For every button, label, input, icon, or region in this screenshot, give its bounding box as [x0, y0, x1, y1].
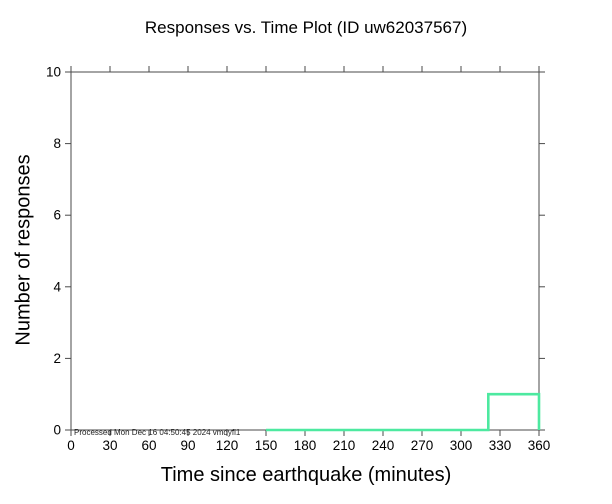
x-tick-label: 240 [372, 438, 395, 453]
x-tick-label: 150 [255, 438, 278, 453]
response-step-line [266, 392, 541, 432]
x-axis-label: Time since earthquake (minutes) [160, 464, 452, 486]
x-tick-label: 90 [180, 438, 195, 453]
chart-title: Responses vs. Time Plot (ID uw62037567) [144, 18, 468, 37]
x-tick-label: 120 [216, 438, 239, 453]
y-tick-label: 6 [53, 208, 61, 223]
y-tick-label: 0 [53, 423, 61, 438]
x-tick-label: 330 [489, 438, 512, 453]
x-tick-label: 300 [450, 438, 473, 453]
y-tick-label: 10 [46, 65, 61, 80]
x-tick-label: 60 [141, 438, 156, 453]
y-tick-label: 2 [53, 351, 61, 366]
x-tick-label: 0 [67, 438, 75, 453]
x-tick-label: 210 [333, 438, 356, 453]
x-tick-label: 270 [411, 438, 434, 453]
x-tick-label: 180 [294, 438, 317, 453]
plot-frame [70, 71, 540, 431]
y-tick-label: 4 [53, 279, 61, 294]
x-tick-label: 30 [102, 438, 117, 453]
processed-timestamp: Processed Mon Dec 16 04:50:45 2024 vmdyf… [74, 428, 241, 437]
x-tick-label: 360 [528, 438, 551, 453]
y-tick-label: 8 [53, 136, 61, 151]
